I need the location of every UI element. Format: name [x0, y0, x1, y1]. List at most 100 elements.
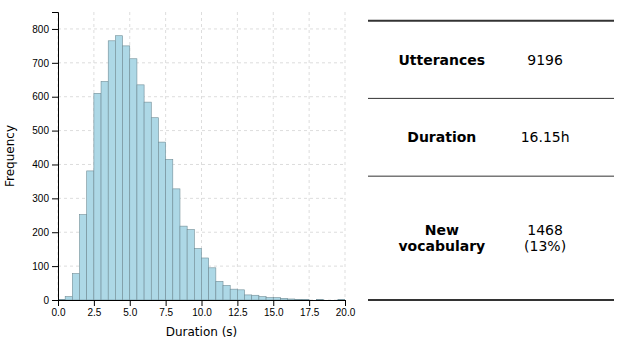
tick: 400	[32, 159, 58, 170]
bar	[144, 102, 151, 300]
bar	[273, 298, 280, 300]
table-rule	[368, 20, 614, 22]
tick-label: 10.0	[192, 307, 212, 318]
tick: 10.0	[192, 300, 212, 318]
bar	[80, 215, 87, 300]
tick-label: 600	[32, 91, 49, 102]
tick-mark	[345, 300, 346, 306]
tick: 7.5	[159, 300, 173, 318]
table-label: Utterances	[398, 52, 485, 68]
tick-mark	[237, 300, 238, 306]
tick-mark	[309, 300, 310, 306]
tick-mark	[52, 131, 58, 132]
axis-line	[52, 13, 59, 301]
tick: 0	[43, 295, 58, 306]
tick: 20.0	[336, 300, 356, 318]
bar	[72, 274, 79, 300]
tick-mark	[202, 300, 203, 306]
tick: 100	[32, 261, 58, 272]
bar	[216, 281, 223, 300]
tick-label: 20.0	[336, 307, 356, 318]
tick-label: 500	[32, 125, 49, 136]
tick: 200	[32, 227, 58, 238]
bar	[223, 285, 230, 300]
table-value: 1468(13%)	[524, 222, 566, 255]
tick-label: 5.0	[123, 307, 137, 318]
tick: 800	[32, 24, 58, 35]
bar	[280, 298, 287, 300]
grid-line	[237, 12, 238, 300]
table-rule	[368, 299, 614, 301]
tick-mark	[52, 232, 58, 233]
bar	[101, 81, 108, 300]
bar	[237, 290, 244, 300]
bar	[65, 297, 72, 300]
table-value: 16.15h	[521, 129, 570, 145]
tick-label: 7.5	[159, 307, 173, 318]
tick-mark	[273, 300, 274, 306]
bar	[316, 299, 323, 300]
tick-label: 300	[32, 193, 49, 204]
chart: 0.0 2.5 5.0 7.5 10.0 12.5 15.0 17.5 20.0 0 100 200 3…	[0, 0, 626, 354]
tick: 17.5	[300, 300, 320, 318]
tick: 300	[32, 193, 58, 204]
tick-mark	[94, 300, 95, 306]
bar	[115, 36, 122, 300]
tick-label: 17.5	[300, 307, 320, 318]
grid-line	[273, 12, 274, 300]
table: Utterances9196Duration16.15hNewvocabular…	[368, 21, 614, 300]
bar	[245, 295, 252, 300]
tick-mark	[52, 63, 58, 64]
tick: 0.0	[52, 300, 66, 318]
tick-label: 15.0	[264, 307, 284, 318]
y-axis-title: Frequency	[3, 125, 17, 187]
tick-label: 0.0	[52, 307, 66, 318]
bar	[187, 230, 194, 300]
histogram	[58, 12, 345, 300]
bar	[338, 299, 345, 300]
table-label: Duration	[407, 129, 476, 145]
tick: 2.5	[87, 300, 101, 318]
bar	[87, 171, 94, 300]
tick-mark	[52, 300, 58, 301]
bar	[331, 300, 338, 301]
bar	[309, 300, 316, 301]
tick: 700	[32, 58, 58, 69]
tick-label: 800	[32, 24, 49, 35]
bar	[230, 289, 237, 300]
bar	[166, 159, 173, 300]
tick-mark	[52, 164, 58, 165]
bar	[288, 299, 295, 300]
tick: 12.5	[228, 300, 248, 318]
bar	[158, 142, 165, 300]
tick-mark	[130, 300, 131, 306]
tick-label: 12.5	[228, 307, 248, 318]
tick-label: 700	[32, 58, 49, 69]
bar	[151, 118, 158, 300]
bar	[323, 300, 330, 301]
bar	[202, 258, 209, 300]
y-axis: 0 100 200 300 400 500 600 700 800	[32, 13, 58, 306]
table-rule	[368, 176, 614, 177]
bar	[259, 297, 266, 300]
bar	[295, 299, 302, 300]
tick: 15.0	[264, 300, 284, 318]
tick-mark	[166, 300, 167, 306]
bar	[58, 299, 65, 300]
tick-mark	[52, 198, 58, 199]
bar	[108, 41, 115, 300]
tick-mark	[52, 29, 58, 30]
bar	[180, 226, 187, 300]
table-label: Newvocabulary	[398, 222, 485, 255]
bar	[252, 295, 259, 300]
bar	[137, 85, 144, 300]
x-axis: 0.0 2.5 5.0 7.5 10.0 12.5 15.0 17.5 20.0	[52, 300, 356, 318]
tick-label: 0	[43, 295, 49, 306]
bar	[94, 93, 101, 300]
grid	[58, 12, 345, 300]
bar	[302, 299, 309, 300]
tick-label: 200	[32, 227, 49, 238]
bar	[194, 248, 201, 300]
table-rule	[368, 98, 614, 99]
bar	[123, 46, 130, 300]
